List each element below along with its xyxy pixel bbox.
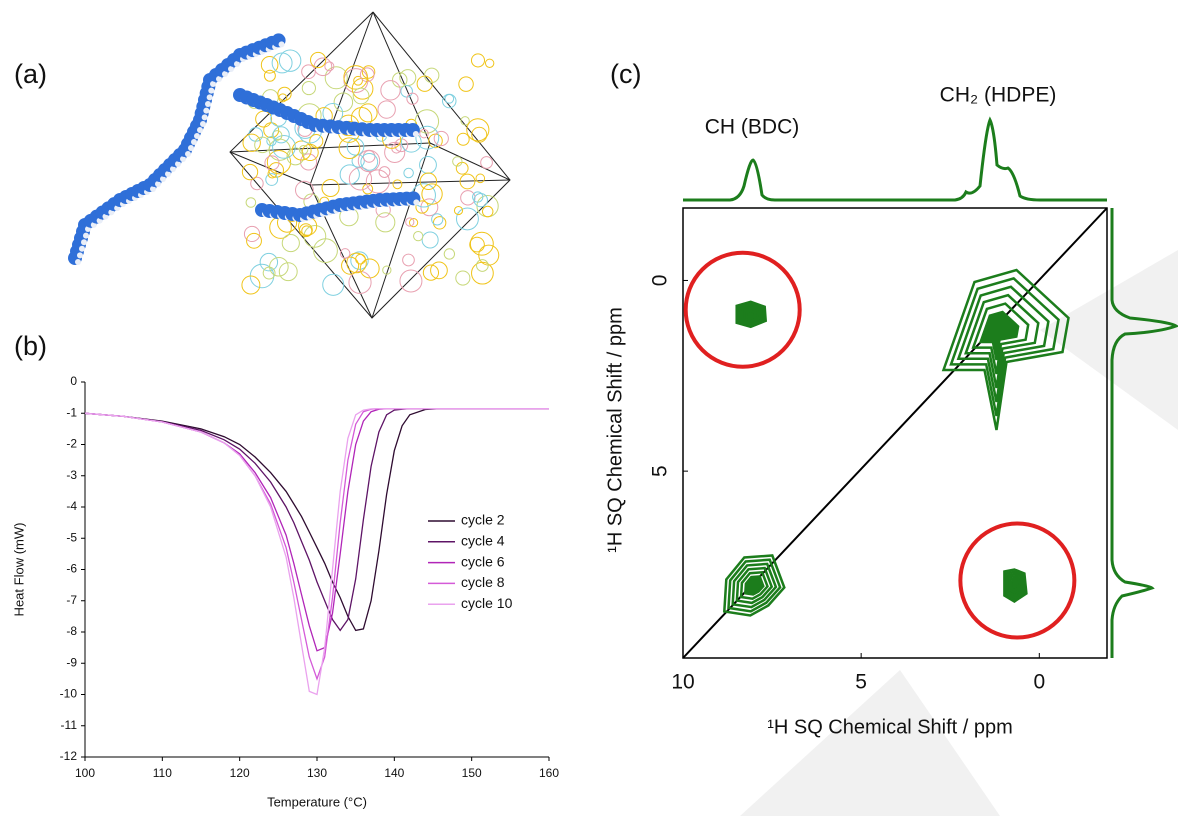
y-tick-label: -6 [66,562,77,576]
figure: (a) (b) (c) 0 -1 -2 -3 -4 -5 -6 -7 -8 -9 -10 -11 -12… [0,0,1178,816]
legend-label: cycle 6 [461,553,505,569]
chain-atom-h [202,114,208,120]
y-tick-label: 5 [649,465,672,477]
x-tick-label: 5 [855,671,867,694]
y-tick-label: -10 [60,687,78,701]
chain-atom-h [191,139,197,145]
y-tick-label: -4 [66,499,77,513]
chain-atom-h [83,233,89,239]
y-tick-label: -5 [66,530,77,544]
contour [747,311,756,319]
annotation: CH₂ (HDPE) [940,84,1057,107]
x-tick-label: 10 [671,671,694,694]
chain-atom-h [197,127,203,133]
chain-atom-h [81,239,87,245]
x-tick-label: 120 [230,766,250,780]
chain-atom-h [207,94,213,100]
legend-label: cycle 4 [461,533,505,549]
panel-label: (a) [14,59,47,89]
legend-label: cycle 2 [461,512,505,528]
legend-label: cycle 10 [461,595,513,611]
x-tick-label: 130 [307,766,327,780]
panel-label: (b) [14,331,47,361]
chain-atom-h [413,131,419,137]
panel-label: (c) [610,59,641,89]
chain-atom-h [413,199,419,205]
legend-label: cycle 8 [461,574,505,590]
y-tick-label: -11 [61,718,78,732]
chain-atom-h [205,101,211,107]
chain-atom-h [79,246,85,252]
y-axis-title: ¹H SQ Chemical Shift / ppm [604,307,626,553]
y-tick-label: 0 [649,275,672,287]
x-tick-label: 160 [539,766,559,780]
x-tick-label: 110 [153,766,172,780]
y-tick-label: -1 [66,405,77,419]
x-axis-title: Temperature (°C) [267,794,367,809]
chain-atom-h [194,133,200,139]
x-tick-label: 140 [384,766,404,780]
y-tick-label: -7 [66,593,77,607]
annotation: CH (BDC) [705,116,800,139]
background [0,0,1178,816]
y-axis-title: Heat Flow (mW) [11,523,26,617]
x-axis-title: ¹H SQ Chemical Shift / ppm [767,716,1013,738]
chain-atom-h [75,259,81,265]
x-tick-label: 0 [1033,671,1045,694]
chain-atom-h [185,151,191,157]
y-tick-label: -12 [60,749,78,763]
contour [1011,581,1018,591]
chain-atom-h [279,41,285,47]
y-tick-label: -2 [66,437,77,451]
chain-atom-h [188,145,194,151]
x-tick-label: 150 [462,766,482,780]
chain-atom-h [77,252,83,258]
chain-atom-h [208,88,214,94]
x-tick-label: 100 [75,766,95,780]
chain-atom-h [203,108,209,114]
y-tick-label: -8 [66,624,77,638]
y-tick-label: -9 [66,655,77,669]
y-tick-label: -3 [66,468,77,482]
chain-atom-h [200,121,206,127]
y-tick-label: 0 [70,374,77,388]
